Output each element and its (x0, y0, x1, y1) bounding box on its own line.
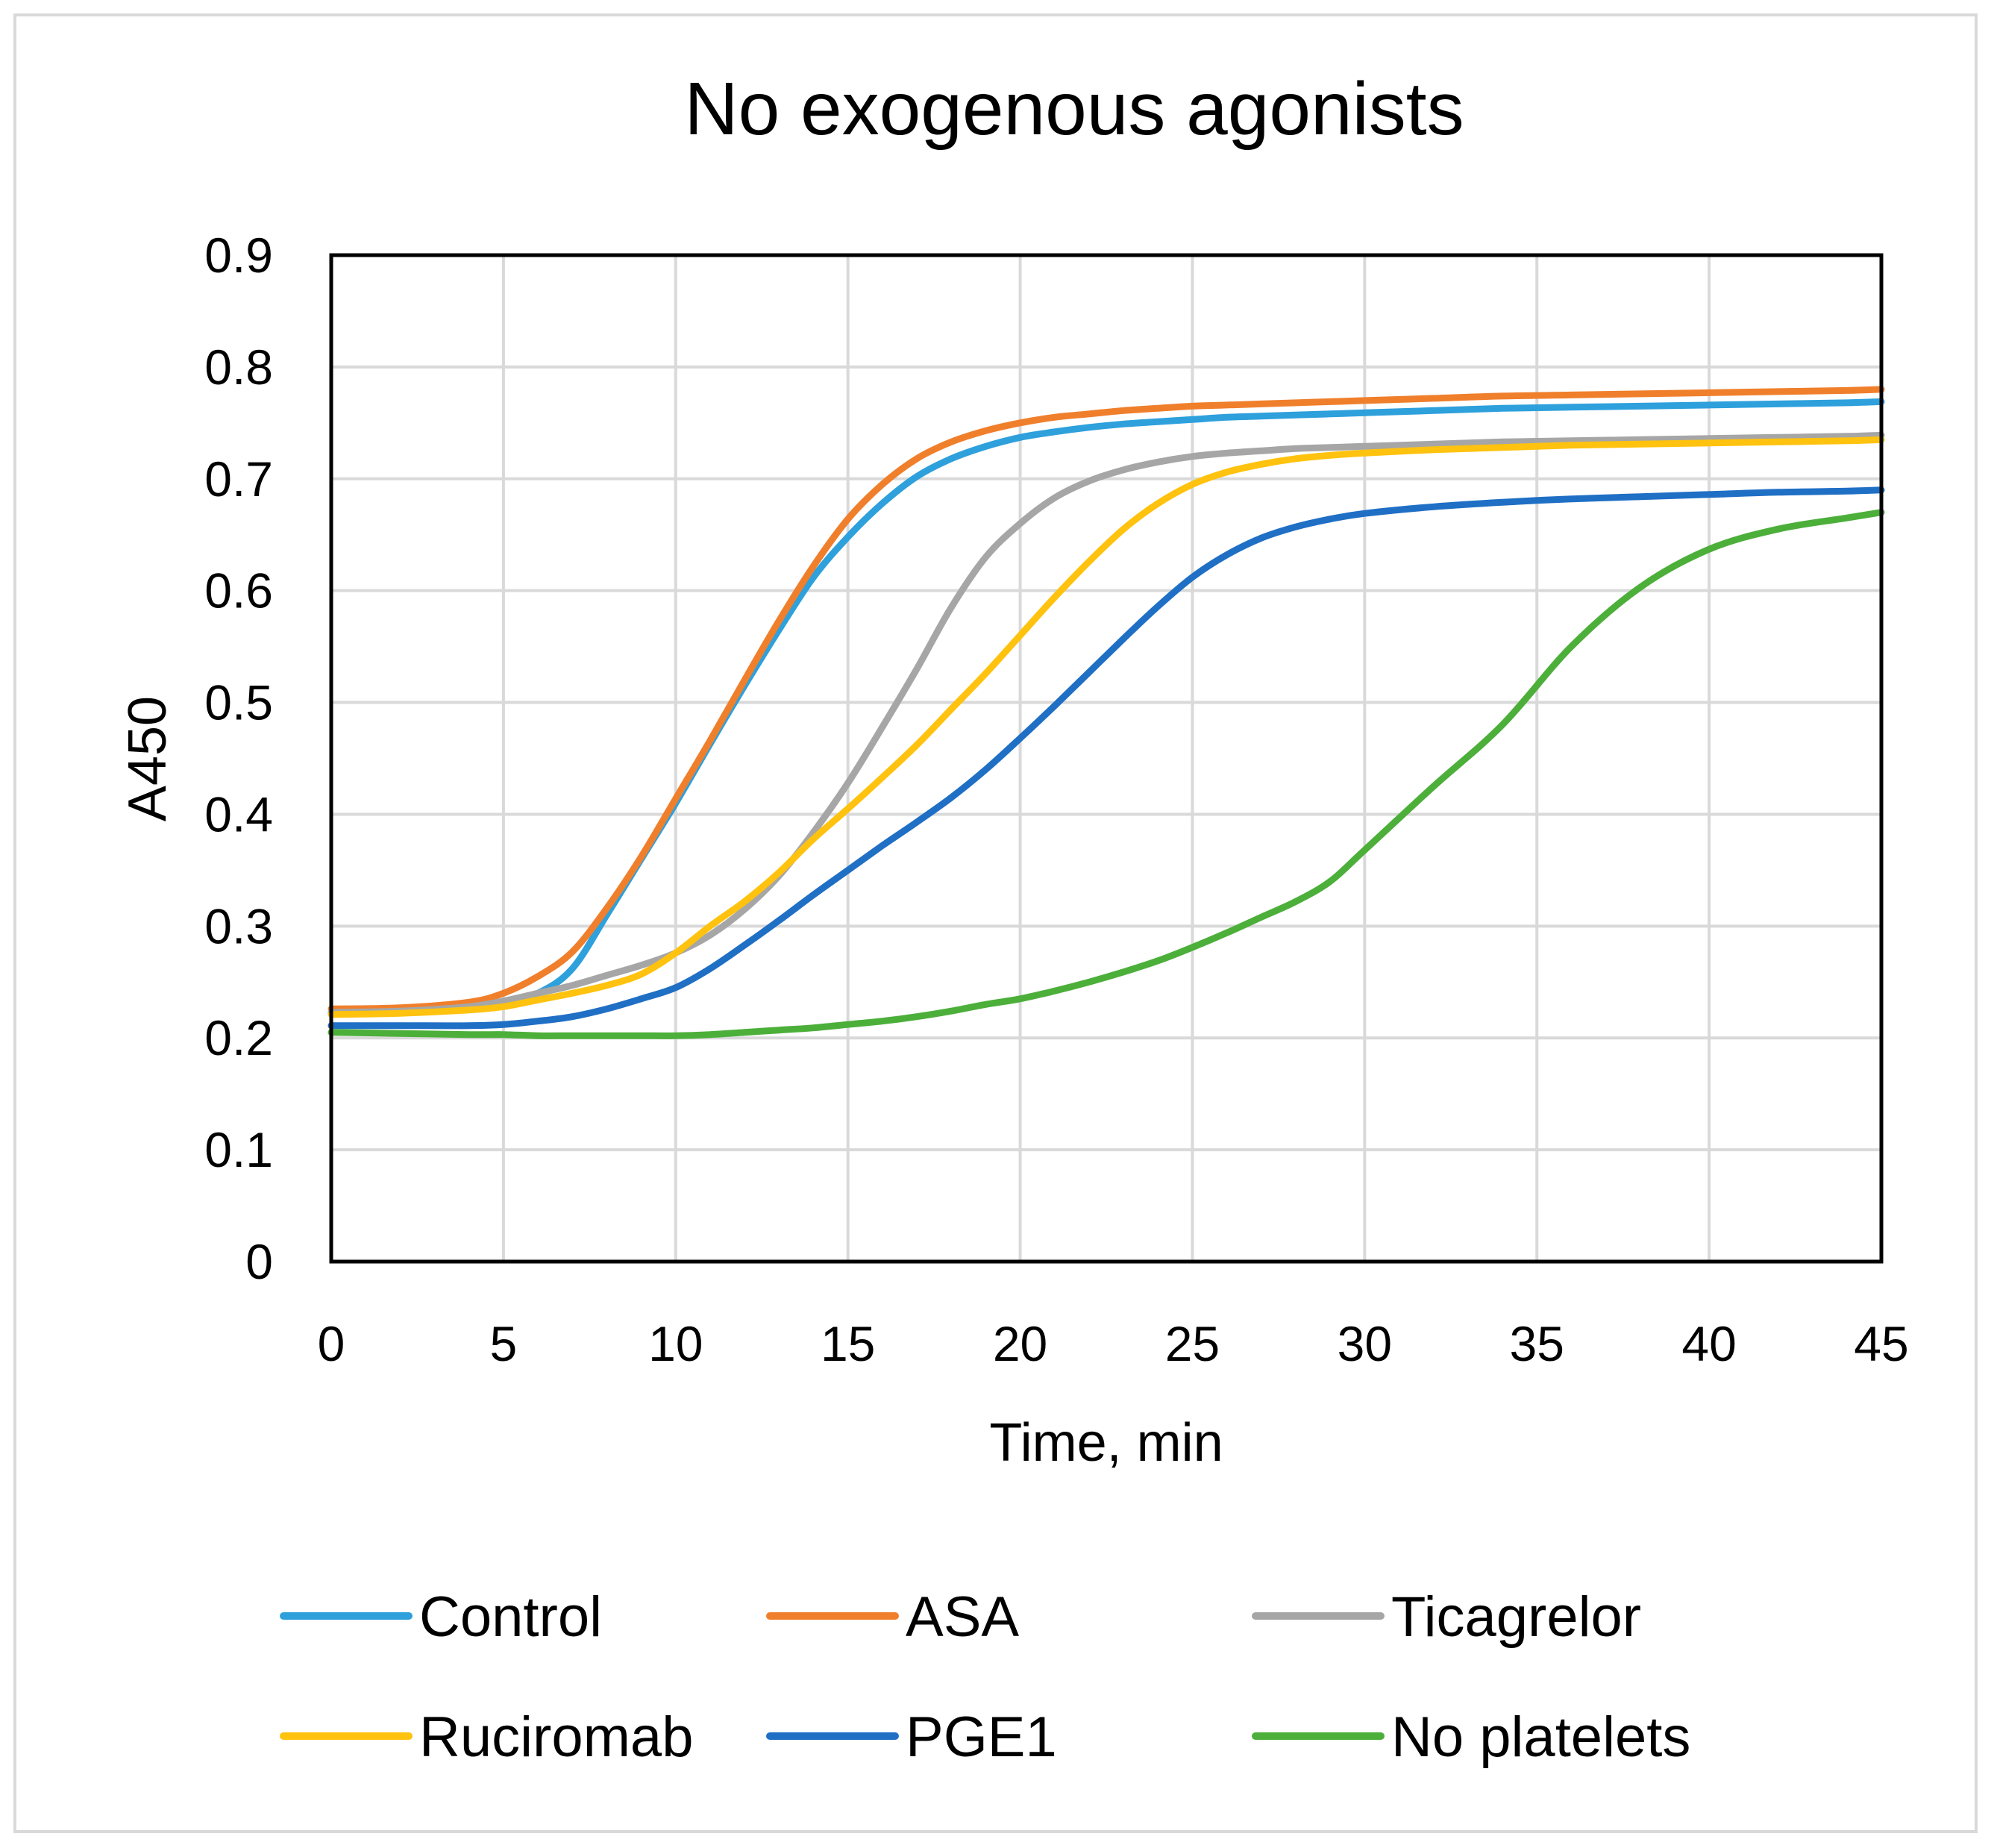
series-line-pge1 (327, 486, 1885, 1030)
x-tick-label: 20 (993, 1316, 1047, 1371)
y-tick-label: 0 (245, 1234, 273, 1289)
x-tick-label: 35 (1510, 1316, 1564, 1371)
y-tick-label: 0.2 (204, 1010, 273, 1065)
y-tick-label: 0.1 (204, 1122, 273, 1177)
y-tick-label: 0.6 (204, 563, 273, 618)
y-axis-title: A450 (118, 696, 178, 821)
y-tick-label: 0.7 (204, 451, 273, 507)
y-tick-label: 0.8 (204, 339, 273, 395)
x-tick-label: 0 (318, 1316, 345, 1371)
legend-label-ruciromab: Ruciromab (419, 1706, 693, 1769)
y-tick-label: 0.9 (204, 228, 273, 283)
y-tick-label: 0.5 (204, 675, 273, 730)
plot-area-border (329, 253, 1884, 1264)
x-tick-label: 40 (1681, 1316, 1736, 1371)
y-tick-label: 0.4 (204, 786, 273, 842)
y-tick-label: 0.3 (204, 898, 273, 953)
y-tick-labels: 0 0.1 0.2 0.3 0.4 0.5 0.6 0.7 0.8 0.9 (204, 228, 273, 1289)
x-tick-label: 5 (490, 1316, 518, 1371)
series-lines (327, 386, 1885, 1039)
x-tick-labels: 0 5 10 15 20 25 30 35 40 45 (318, 1316, 1909, 1371)
legend-label-no-platelets: No platelets (1391, 1706, 1690, 1769)
series-line-control (327, 398, 1885, 1017)
legend-label-asa: ASA (906, 1585, 1019, 1649)
series-line-asa (327, 386, 1885, 1012)
x-tick-label: 30 (1338, 1316, 1392, 1371)
legend-label-pge1: PGE1 (906, 1706, 1057, 1769)
x-tick-label: 25 (1165, 1316, 1220, 1371)
x-tick-label: 15 (821, 1316, 875, 1371)
legend: Control ASA Ticagrelor Ruciromab PGE1 No plat… (280, 1585, 1690, 1769)
series-line-ticagrelor (327, 431, 1885, 1016)
x-tick-label: 10 (648, 1316, 703, 1371)
chart-frame (13, 13, 1978, 1833)
legend-label-control: Control (419, 1585, 602, 1649)
x-tick-label: 45 (1854, 1316, 1908, 1371)
chart-title: No exogenous agonists (684, 67, 1464, 151)
x-axis-title: Time, min (989, 1413, 1223, 1473)
series-line-no-platelets (327, 509, 1885, 1039)
legend-label-ticagrelor: Ticagrelor (1391, 1585, 1641, 1649)
series-line-ruciromab (327, 436, 1885, 1018)
